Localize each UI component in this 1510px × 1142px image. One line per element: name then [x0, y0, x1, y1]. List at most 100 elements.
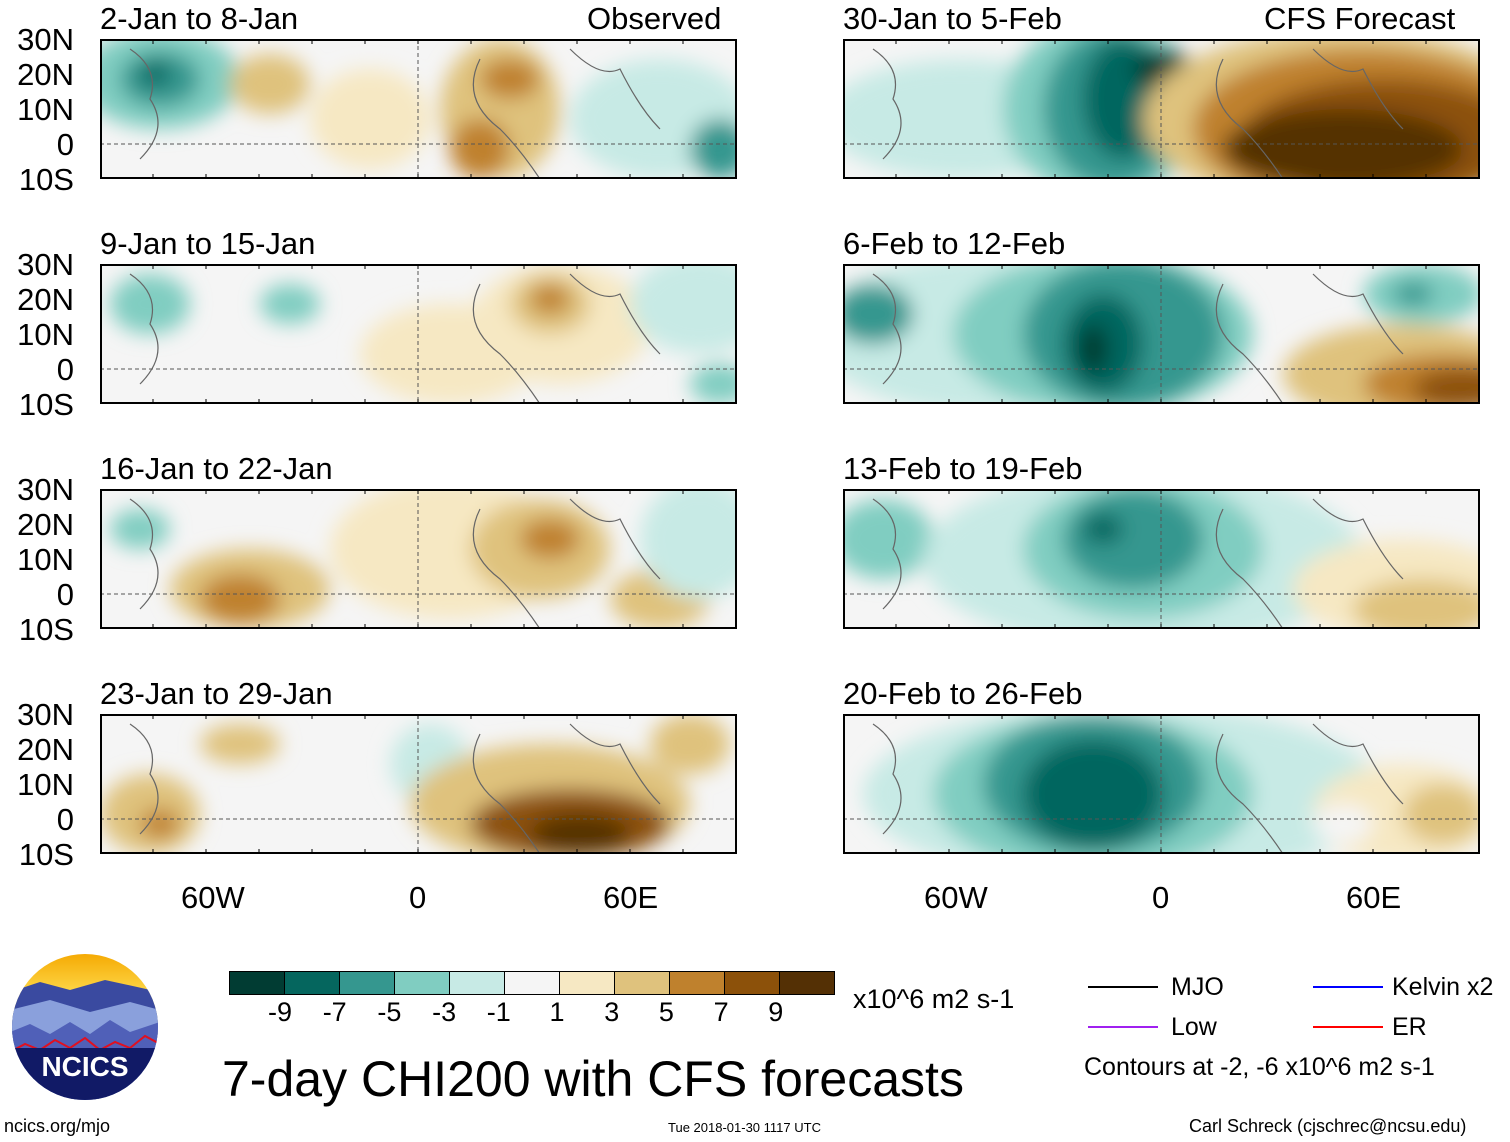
lat-label: 10N: [17, 317, 74, 352]
coastline: [872, 48, 1404, 179]
anomaly-region: [110, 509, 170, 549]
legend-kelvin-line: [1313, 986, 1383, 988]
anomaly-region: [200, 724, 280, 764]
observed-label: Observed: [587, 1, 722, 36]
figure-title: 7-day CHI200 with CFS forecasts: [222, 1051, 964, 1107]
legend-mjo: MJO: [1171, 973, 1224, 1001]
coastline: [129, 273, 661, 404]
panel-title: 13-Feb to 19-Feb: [843, 451, 1083, 486]
lat-label: 20N: [17, 507, 74, 542]
anomaly-region: [200, 574, 280, 624]
legend-er: ER: [1392, 1013, 1427, 1041]
lat-label: 10S: [18, 837, 74, 872]
colorbar: [229, 971, 835, 995]
legend-mjo-line: [1088, 986, 1158, 988]
legend-er-line: [1313, 1026, 1383, 1028]
lon-label: 0: [409, 880, 427, 915]
coastline: [872, 498, 1404, 629]
anomaly-region: [1403, 784, 1480, 844]
lat-label: 0: [56, 802, 74, 837]
panel-title: 30-Jan to 5-Feb: [843, 1, 1062, 36]
lat-label: 20N: [17, 57, 74, 92]
anomaly-region: [640, 489, 737, 599]
panel-title: 23-Jan to 29-Jan: [100, 676, 333, 711]
panel-title: 16-Jan to 22-Jan: [100, 451, 333, 486]
colorbar-tick: -7: [322, 997, 347, 1027]
anomaly-region: [520, 519, 580, 559]
contour-note: Contours at -2, -6 x10^6 m2 s-1: [1084, 1053, 1435, 1081]
anomaly-region: [140, 809, 180, 839]
footer-author: Carl Schreck (cjschrec@ncsu.edu): [1189, 1116, 1467, 1136]
map-panel: [843, 264, 1480, 404]
map-panel: [100, 39, 737, 179]
coastline: [872, 723, 1404, 854]
lat-label: 10N: [17, 767, 74, 802]
svg-text:NCICS: NCICS: [41, 1051, 128, 1082]
panel-title: 9-Jan to 15-Jan: [100, 226, 316, 261]
lat-label: 10S: [18, 162, 74, 197]
colorbar-swatch: [450, 972, 505, 994]
anomaly-region: [690, 364, 737, 404]
anomaly-region: [1353, 579, 1480, 629]
colorbar-swatch: [285, 972, 340, 994]
anomaly-region: [1393, 282, 1433, 306]
panel-title: 20-Feb to 26-Feb: [843, 676, 1083, 711]
colorbar-swatch: [395, 972, 450, 994]
lat-label: 0: [56, 577, 74, 612]
coastline: [129, 498, 661, 629]
panel-title: 6-Feb to 12-Feb: [843, 226, 1066, 261]
colorbar-tick: 7: [713, 997, 729, 1027]
lat-label: 10S: [18, 612, 74, 647]
map-panel: [100, 714, 737, 854]
map-panel: [843, 489, 1480, 629]
colorbar-swatch: [780, 972, 834, 994]
anomaly-region: [530, 814, 630, 854]
colorbar-swatch: [560, 972, 615, 994]
anomaly-region: [630, 264, 737, 354]
anomaly-region: [1078, 324, 1108, 374]
anomaly-region: [690, 119, 737, 179]
colorbar-swatch: [505, 972, 560, 994]
anomaly-region: [140, 62, 170, 86]
ncics-logo: NCICS: [12, 954, 158, 1100]
anomaly-region: [480, 59, 540, 99]
anomaly-region: [843, 499, 933, 579]
colorbar-tick: -9: [268, 997, 293, 1027]
cfs-forecast-label: CFS Forecast: [1264, 1, 1456, 36]
footer-url[interactable]: ncics.org/mjo: [4, 1116, 111, 1136]
coastline: [129, 723, 661, 854]
anomaly-region: [1063, 489, 1203, 589]
lat-label: 0: [56, 352, 74, 387]
colorbar-tick: -3: [432, 997, 457, 1027]
colorbar-tick: -5: [377, 997, 402, 1027]
colorbar-tick: 9: [768, 997, 784, 1027]
map-panel: [843, 714, 1480, 854]
lat-label: 10S: [18, 387, 74, 422]
anomaly-region: [530, 284, 570, 314]
anomaly-region: [360, 304, 540, 404]
lat-label: 30N: [17, 247, 74, 282]
lat-label: 0: [56, 127, 74, 162]
colorbar-swatch: [615, 972, 670, 994]
colorbar-swatch: [340, 972, 395, 994]
lat-label: 30N: [17, 472, 74, 507]
lat-label: 10N: [17, 542, 74, 577]
lon-label: 60E: [1346, 880, 1402, 915]
lat-label: 30N: [17, 697, 74, 732]
footer-timestamp: Tue 2018-01-30 1117 UTC: [668, 1120, 821, 1135]
legend-low-line: [1088, 1026, 1158, 1028]
anomaly-region: [450, 119, 510, 179]
anomaly-region: [1313, 804, 1373, 844]
legend-kelvin: Kelvin x2: [1392, 973, 1494, 1001]
lat-label: 10N: [17, 92, 74, 127]
anomaly-region: [260, 284, 320, 324]
map-panel: [100, 264, 737, 404]
colorbar-swatch: [670, 972, 725, 994]
anomaly-region: [310, 69, 430, 169]
coastline: [872, 273, 1404, 404]
colorbar-swatch: [725, 972, 780, 994]
colorbar-swatch: [230, 972, 285, 994]
map-panel: [100, 489, 737, 629]
anomaly-region: [650, 714, 730, 774]
